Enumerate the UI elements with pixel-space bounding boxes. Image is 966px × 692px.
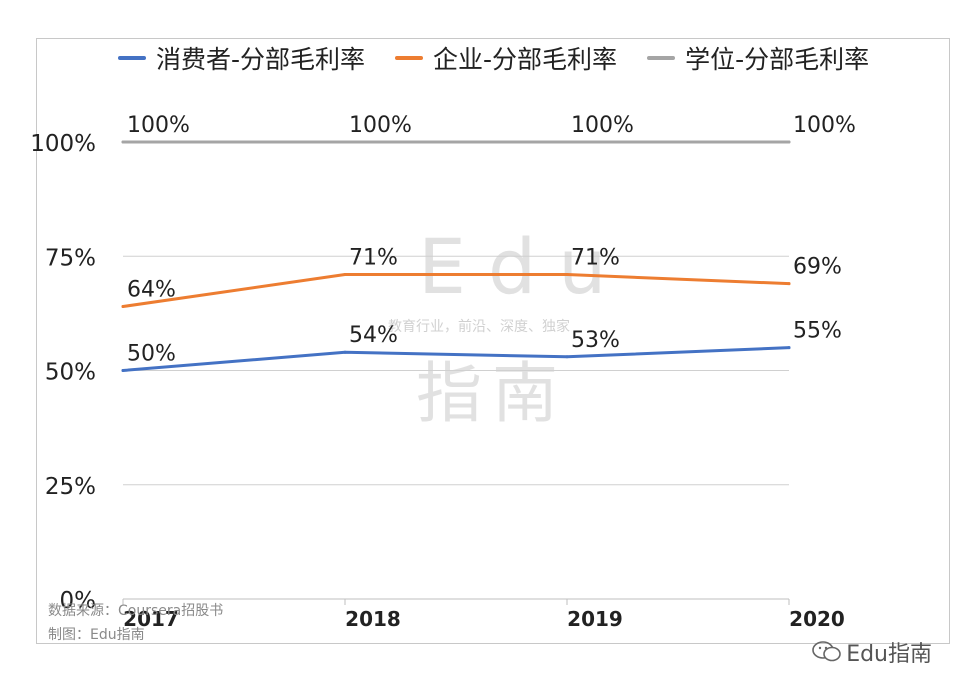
data-label: 100% xyxy=(571,113,634,138)
y-tick-label: 75% xyxy=(45,245,96,271)
data-point xyxy=(343,350,347,354)
data-point xyxy=(565,273,569,277)
brand-label: Edu指南 xyxy=(846,642,932,667)
data-point xyxy=(343,140,347,144)
data-label: 71% xyxy=(571,246,620,271)
data-label: 64% xyxy=(127,278,176,303)
data-point xyxy=(787,282,791,286)
series-line-1 xyxy=(121,273,791,309)
y-tick-label: 50% xyxy=(45,360,96,386)
legend-label-degree: 学位-分部毛利率 xyxy=(685,45,870,74)
x-tick-label: 2018 xyxy=(345,607,401,631)
data-label: 100% xyxy=(349,113,412,138)
y-tick-label: 0% xyxy=(60,588,97,614)
wechat-icon xyxy=(812,641,841,662)
legend-swatch-degree xyxy=(647,56,676,60)
data-label: 69% xyxy=(793,255,842,280)
legend-item-enterprise: 企业-分部毛利率 xyxy=(395,40,617,76)
source-note: 数据来源：Coursera招股书 xyxy=(48,603,224,619)
data-label: 53% xyxy=(571,328,620,353)
x-tick-label: 2019 xyxy=(567,607,623,631)
data-point xyxy=(787,140,791,144)
series-line-0 xyxy=(121,346,791,372)
chart-frame xyxy=(36,38,950,644)
watermark-tagline: 教育行业，前沿、深度、独家 xyxy=(388,319,570,335)
data-point xyxy=(343,273,347,277)
legend-label-enterprise: 企业-分部毛利率 xyxy=(433,45,618,74)
data-point xyxy=(121,305,125,309)
x-tick-label: 2020 xyxy=(789,607,845,631)
legend-item-degree: 学位-分部毛利率 xyxy=(647,40,869,76)
y-tick-label: 25% xyxy=(45,474,96,500)
watermark-title: Edu xyxy=(418,222,629,311)
data-label: 55% xyxy=(793,319,842,344)
brand: Edu指南 xyxy=(812,636,932,668)
watermark-subtitle: 指南 xyxy=(416,355,568,432)
data-point xyxy=(121,140,125,144)
legend-item-consumer: 消费者-分部毛利率 xyxy=(118,40,365,76)
legend-swatch-enterprise xyxy=(395,56,424,60)
data-point xyxy=(565,140,569,144)
legend-swatch-consumer xyxy=(118,56,146,60)
maker-note: 制图：Edu指南 xyxy=(48,627,145,643)
legend-label-consumer: 消费者-分部毛利率 xyxy=(156,45,366,74)
legend: 消费者-分部毛利率 企业-分部毛利率 学位-分部毛利率 xyxy=(118,40,869,76)
data-label: 71% xyxy=(349,246,398,271)
data-point xyxy=(121,369,125,372)
data-label: 50% xyxy=(127,342,176,367)
data-point xyxy=(565,355,569,359)
data-label: 100% xyxy=(793,113,856,138)
data-label: 54% xyxy=(349,323,398,348)
data-label: 100% xyxy=(127,113,190,138)
x-tick-label: 2017 xyxy=(123,607,179,631)
data-point xyxy=(787,346,791,350)
y-tick-label: 100% xyxy=(30,131,96,157)
